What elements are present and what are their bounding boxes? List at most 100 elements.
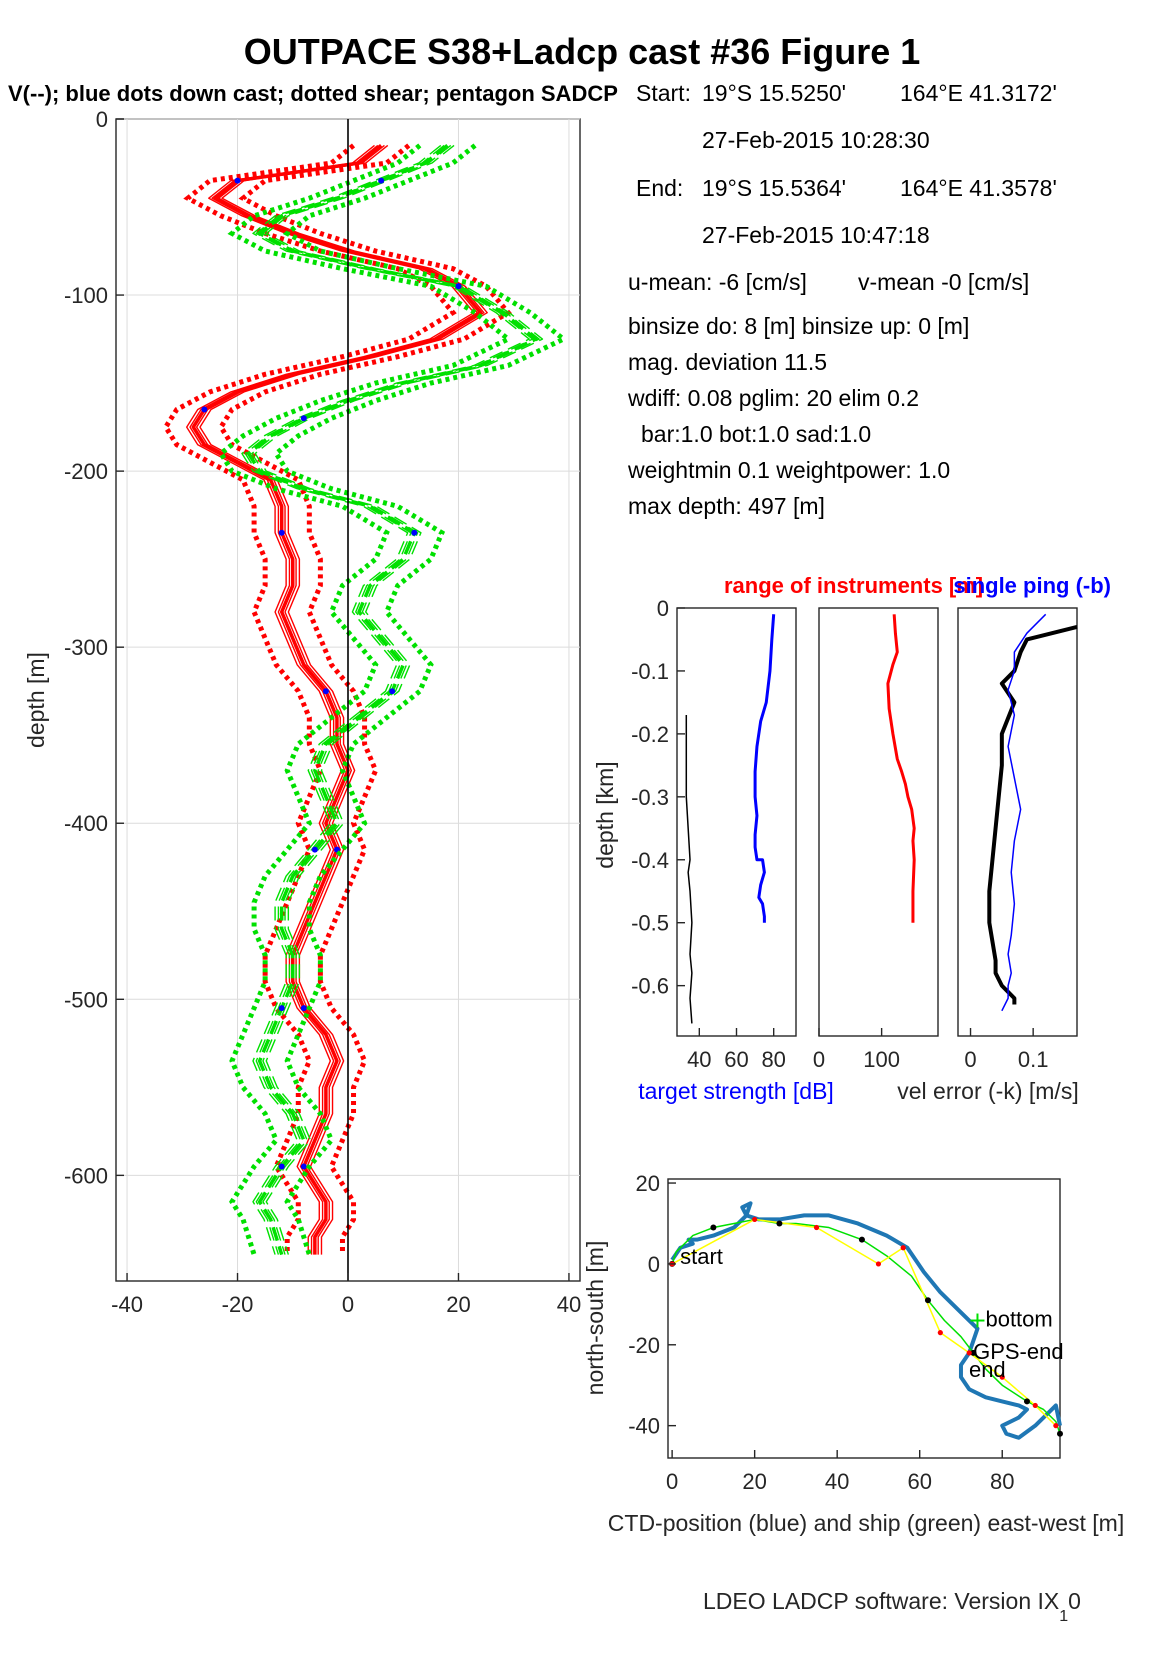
down-cast-dot bbox=[278, 529, 285, 536]
start-lat: 19°S 15.5250' bbox=[702, 80, 846, 106]
down-cast-dot bbox=[300, 1005, 307, 1012]
gps-dot bbox=[1032, 1402, 1038, 1409]
end-time: 27-Feb-2015 10:47:18 bbox=[702, 222, 930, 248]
xtick-label: 100 bbox=[863, 1047, 900, 1072]
figure-title: OUTPACE S38+Ladcp cast #36 Figure 1 bbox=[244, 31, 921, 72]
gps-dot bbox=[900, 1245, 906, 1251]
xtick-label: 40 bbox=[825, 1469, 849, 1494]
ship-fix-dot bbox=[710, 1224, 717, 1231]
down-cast-dot bbox=[278, 1163, 285, 1170]
ship-fix-dot bbox=[924, 1297, 931, 1304]
profile-v-line bbox=[254, 144, 544, 1255]
range-title: range of instruments [m] bbox=[724, 573, 983, 598]
start-label: Start: bbox=[636, 80, 691, 106]
end-lon: 164°E 41.3578' bbox=[900, 175, 1057, 201]
bar-bot-sad: bar:1.0 bot:1.0 sad:1.0 bbox=[641, 421, 871, 447]
down-cast-dot bbox=[201, 406, 208, 413]
down-cast-dot bbox=[234, 177, 241, 184]
gps-dot bbox=[752, 1216, 758, 1223]
velocity-profile-plot: -40 -20 0 20 400-100-200-300-400-500-600 dep… bbox=[23, 107, 581, 1317]
ship-fix-dot bbox=[970, 1349, 977, 1356]
ytick-label: -0.2 bbox=[631, 722, 669, 747]
xtick-label: 0 bbox=[342, 1292, 354, 1317]
xtick-label: 60 bbox=[907, 1469, 931, 1494]
profile-v-line bbox=[251, 144, 540, 1255]
u-mean: u-mean: -6 [cm/s] bbox=[628, 269, 807, 295]
gps-dot bbox=[937, 1330, 943, 1336]
ytick-label: -100 bbox=[64, 283, 108, 308]
end-label: End: bbox=[636, 175, 683, 201]
position-label-bottom: bottom bbox=[985, 1307, 1052, 1332]
target-strength-plot: 40 60 80 0 -0.1 -0.2 -0.3 -0.4 -0.5 -0.6 depth [k… bbox=[592, 596, 834, 1104]
footer: LDEO LADCP software: Version IX10 bbox=[703, 1588, 1081, 1625]
series-line-ship-track bbox=[671, 1218, 1057, 1427]
xtick-label: 40 bbox=[687, 1047, 711, 1072]
gps-dot bbox=[875, 1261, 882, 1267]
cast-info: Start: 19°S 15.5250' 164°E 41.3172' 27-F… bbox=[627, 80, 1057, 519]
ytick-label: -20 bbox=[628, 1333, 660, 1358]
position-label-gps-end: GPS-end bbox=[973, 1339, 1064, 1364]
ytick-label: -600 bbox=[64, 1163, 108, 1188]
down-cast-dot bbox=[411, 529, 418, 536]
end-lat: 19°S 15.5364' bbox=[702, 175, 846, 201]
xtick-label: 0 bbox=[666, 1469, 678, 1494]
down-cast-dot bbox=[389, 688, 396, 695]
ytick-label: -0.6 bbox=[631, 974, 669, 999]
err-xlabel: vel error (-k) [m/s] bbox=[897, 1078, 1078, 1104]
pos-ylabel: north-south [m] bbox=[582, 1241, 608, 1396]
profile-v-shear-bound bbox=[272, 143, 569, 1256]
ytick-label: 0 bbox=[96, 107, 108, 132]
series-line-ctd-position bbox=[670, 1201, 1062, 1440]
gps-dot bbox=[999, 1374, 1005, 1380]
footer-sub: 1 bbox=[1059, 1608, 1068, 1625]
pos-xlabel: CTD-position (blue) and ship (green) eas… bbox=[608, 1510, 1124, 1536]
ship-fix-dot bbox=[1023, 1398, 1030, 1405]
profile-u-line bbox=[186, 144, 475, 1255]
ts-plot-frame bbox=[676, 607, 797, 1037]
footer-main: LDEO LADCP software: Version IX bbox=[703, 1588, 1059, 1614]
series-line-ship bbox=[671, 1218, 1061, 1434]
down-cast-dot bbox=[378, 177, 385, 184]
svg-text:LDEO LADCP software: Version I: LDEO LADCP software: Version IX10 bbox=[703, 1588, 1081, 1625]
weight: weightmin 0.1 weightpower: 1.0 bbox=[627, 457, 950, 483]
ts-ylabel: depth [km] bbox=[592, 761, 618, 868]
footer-tail: 0 bbox=[1068, 1588, 1081, 1614]
xtick-label: 20 bbox=[446, 1292, 470, 1317]
ytick-label: 0 bbox=[657, 596, 669, 621]
binsize: binsize do: 8 [m] binsize up: 0 [m] bbox=[628, 313, 969, 339]
figure-subtitle: V(--); blue dots down cast; dotted shear… bbox=[8, 81, 618, 106]
down-cast-dot bbox=[278, 1005, 285, 1012]
profile-v-line bbox=[244, 144, 534, 1255]
wdiff: wdiff: 0.08 pglim: 20 elim 0.2 bbox=[627, 385, 919, 411]
down-cast-dot bbox=[455, 283, 462, 290]
xtick-label: 40 bbox=[557, 1292, 581, 1317]
ts-xlabel: target strength [dB] bbox=[638, 1078, 834, 1104]
range-plot: 0 100 range of instruments [m] bbox=[724, 573, 983, 1072]
series-line-down bbox=[753, 614, 776, 923]
xtick-label: 0 bbox=[964, 1047, 976, 1072]
xtick-label: -40 bbox=[111, 1292, 143, 1317]
series-line-vel-error-k- bbox=[987, 624, 1078, 1005]
ship-fix-dot bbox=[858, 1236, 865, 1243]
start-time: 27-Feb-2015 10:28:30 bbox=[702, 127, 930, 153]
ytick-label: -0.5 bbox=[631, 911, 669, 936]
ship-fix-dot bbox=[776, 1220, 783, 1227]
ship-fix-dot bbox=[1057, 1430, 1063, 1437]
ytick-label: -0.3 bbox=[631, 785, 669, 810]
xtick-label: 20 bbox=[742, 1469, 766, 1494]
ytick-label: -400 bbox=[64, 811, 108, 836]
ytick-label: -200 bbox=[64, 459, 108, 484]
ytick-label: 20 bbox=[636, 1171, 660, 1196]
series-line-up bbox=[685, 715, 693, 1024]
vel-error-plot: 0 0.1 single ping (-b) vel error (-k) [m/… bbox=[897, 573, 1111, 1104]
xtick-label: 80 bbox=[761, 1047, 785, 1072]
ytick-label: -40 bbox=[628, 1414, 660, 1439]
range-plot-frame bbox=[818, 607, 939, 1037]
mag-deviation: mag. deviation 11.5 bbox=[628, 349, 827, 375]
ytick-label: -500 bbox=[64, 987, 108, 1012]
max-depth: max depth: 497 [m] bbox=[628, 493, 825, 519]
gps-dot bbox=[966, 1350, 972, 1356]
xtick-label: -20 bbox=[222, 1292, 254, 1317]
ytick-label: -0.4 bbox=[631, 848, 669, 873]
